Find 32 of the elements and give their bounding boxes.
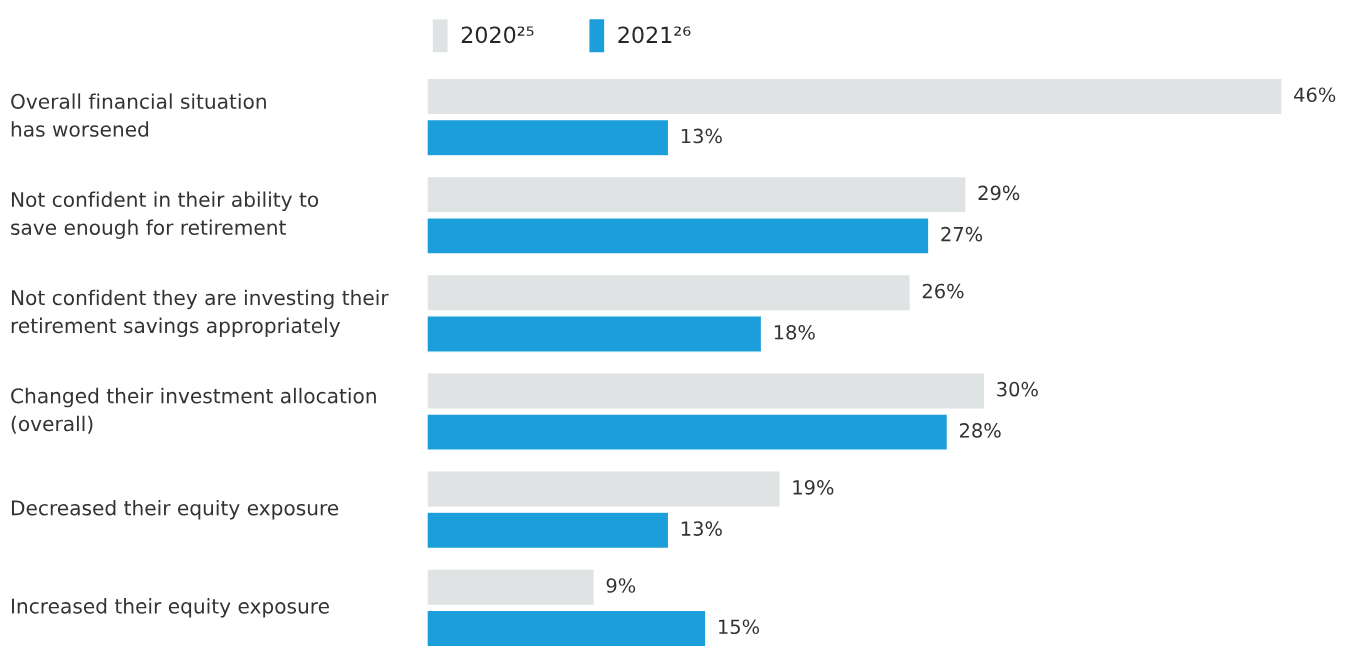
data-label: 29% [978, 185, 1020, 201]
y-tick-label: Increased their equity exposure [11, 598, 329, 618]
data-label: 15% [719, 619, 760, 635]
bar [427, 568, 595, 607]
data-label: 28% [959, 423, 1001, 438]
y-tick-label: Overall financial situation has worsened [11, 93, 266, 137]
bar [427, 470, 781, 508]
bar [427, 273, 911, 312]
legend-label: 2020²⁵ [461, 26, 534, 44]
y-tick-label: Not confident in their ability to save enough for retirement [11, 191, 319, 239]
bar [427, 609, 707, 648]
data-label: 27% [941, 226, 983, 242]
data-label: 13% [681, 521, 722, 536]
y-tick-label: Not confident they are investing their retirement savings appropriately [11, 289, 389, 338]
legend-label: 2021²⁶ [618, 26, 691, 44]
bar [427, 77, 1282, 116]
bar [427, 413, 949, 451]
bar [427, 315, 763, 353]
bar [427, 372, 986, 410]
y-tick-label: Decreased their equity exposure [11, 499, 339, 520]
data-label: 26% [922, 283, 964, 299]
data-label: 19% [793, 480, 834, 495]
bar [427, 216, 930, 255]
bar [427, 118, 670, 157]
data-label: 30% [997, 381, 1038, 397]
bar [427, 511, 670, 550]
data-label: 46% [1294, 87, 1336, 103]
y-tick-label: Changed their investment allocation (overall) [11, 387, 376, 434]
data-label: 13% [681, 128, 722, 144]
bar [427, 175, 967, 214]
data-label: 18% [774, 324, 815, 340]
data-label: 9% [606, 578, 636, 593]
